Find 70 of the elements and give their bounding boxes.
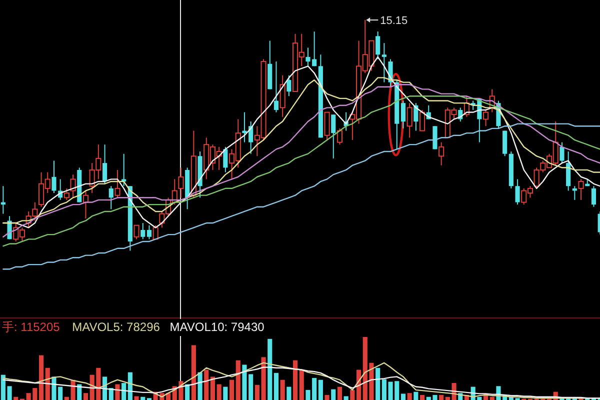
bar: [236, 360, 240, 400]
candlestick: [578, 178, 584, 200]
bar: [337, 386, 342, 400]
bar: [400, 394, 406, 400]
candlestick: [438, 142, 444, 166]
bar: [223, 386, 228, 400]
candlestick: [64, 188, 70, 200]
bar: [204, 370, 209, 400]
text: 手: 115205: [2, 320, 60, 334]
candlestick: [114, 169, 120, 198]
candlestick: [515, 178, 520, 206]
candlestick: [591, 186, 596, 208]
candlestick: [122, 153, 126, 187]
candlestick: [146, 224, 152, 240]
candlestick: [52, 160, 56, 194]
bar: [140, 396, 146, 400]
text: MAVOL5: 78296: [72, 320, 160, 334]
candlestick: [406, 102, 412, 138]
bar: [331, 389, 336, 400]
text: MAVOL10: 79430: [170, 320, 265, 334]
candlestick: [482, 109, 489, 127]
bar: [229, 380, 234, 400]
bar: [299, 370, 304, 400]
candlestick: [102, 144, 108, 184]
candlestick: [274, 61, 279, 113]
bar: [407, 393, 412, 400]
candlestick: [432, 126, 438, 150]
candlestick: [502, 130, 508, 157]
candlestick: [331, 114, 336, 159]
bar: [198, 372, 202, 400]
bar: [420, 394, 425, 400]
candlestick: [280, 74, 286, 118]
bar: [122, 382, 126, 400]
bar: [318, 380, 323, 400]
candlestick: [336, 128, 343, 146]
bar: [134, 396, 139, 400]
candlestick: [566, 151, 571, 192]
bar: [274, 372, 279, 400]
candlestick: [560, 142, 564, 164]
candlestick: [108, 186, 114, 210]
bar: [38, 355, 44, 400]
bar: [45, 368, 50, 400]
bar: [216, 384, 222, 400]
candlestick: [286, 74, 292, 97]
bar: [83, 393, 88, 400]
bar: [344, 396, 348, 400]
bar: [14, 396, 18, 400]
bar: [292, 360, 298, 400]
bar: [350, 390, 355, 400]
bar: [439, 394, 444, 400]
candlestick: [324, 112, 330, 140]
candlestick: [419, 109, 426, 132]
candlestick: [223, 146, 228, 173]
candlestick: [376, 31, 380, 60]
bar: [210, 376, 216, 400]
candlestick: [382, 42, 386, 83]
bar: [490, 396, 494, 400]
bar: [414, 392, 418, 400]
candlestick: [134, 224, 140, 240]
bar: [376, 368, 380, 400]
annotation: 15.15: [380, 14, 408, 27]
bar: [191, 345, 196, 400]
bar: [115, 384, 120, 400]
bar: [324, 394, 330, 400]
candlestick: [178, 167, 184, 198]
candlestick: [140, 222, 146, 240]
bar: [268, 338, 272, 400]
bar: [286, 386, 292, 400]
candlestick: [400, 100, 406, 129]
bar: [280, 380, 285, 400]
